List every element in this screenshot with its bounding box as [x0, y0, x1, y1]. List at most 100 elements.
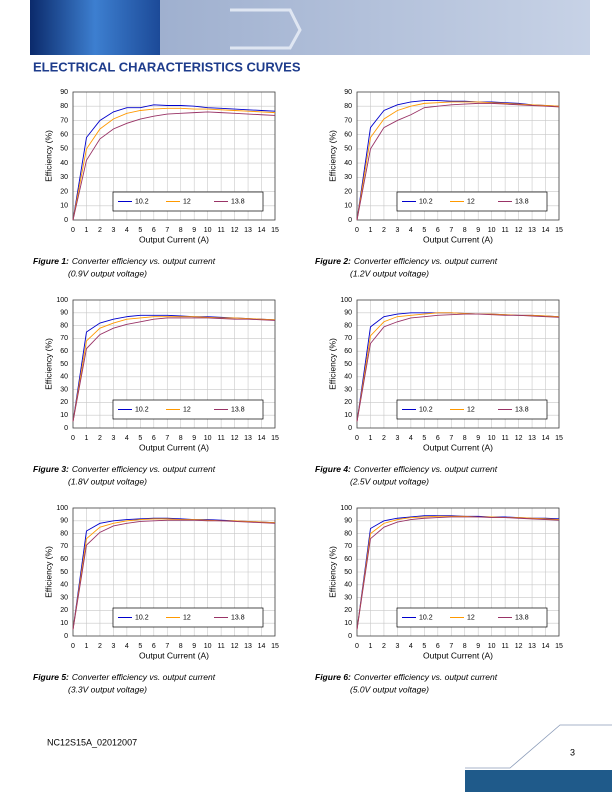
y-tick-label: 40: [60, 160, 68, 167]
x-tick-label: 3: [395, 643, 399, 650]
x-tick-label: 13: [244, 435, 252, 442]
y-tick-label: 30: [60, 594, 68, 601]
y-tick-label: 30: [344, 174, 352, 181]
legend-label: 10.2: [135, 614, 149, 621]
x-tick-label: 11: [501, 643, 508, 650]
x-tick-label: 8: [463, 435, 467, 442]
x-tick-label: 6: [436, 227, 440, 234]
x-axis-label: Output Current (A): [423, 650, 493, 660]
legend-label: 10.2: [419, 406, 433, 413]
legend-box: [396, 399, 548, 420]
x-tick-label: 15: [271, 643, 279, 650]
x-tick-label: 4: [409, 643, 413, 650]
legend-box: [112, 607, 264, 628]
y-tick-label: 60: [344, 348, 352, 355]
banner-image: [30, 0, 160, 55]
y-tick-label: 90: [60, 89, 68, 96]
y-tick-label: 40: [60, 374, 68, 381]
figure-label: Figure 6:: [315, 672, 351, 682]
x-tick-label: 14: [258, 435, 266, 442]
y-tick-label: 20: [60, 607, 68, 614]
section-title: ELECTRICAL CHARACTERISTICS CURVES: [33, 59, 301, 74]
x-tick-label: 10: [204, 227, 212, 234]
y-tick-label: 40: [344, 582, 352, 589]
legend-label: 12: [183, 198, 191, 205]
x-tick-label: 9: [192, 643, 196, 650]
series-line: [356, 516, 560, 630]
y-tick-label: 70: [344, 335, 352, 342]
y-tick-label: 100: [340, 505, 352, 512]
plot-frame: [356, 91, 560, 221]
x-tick-label: 9: [192, 227, 196, 234]
legend-box: [112, 191, 264, 212]
caption-text: Converter efficiency vs. output current: [72, 256, 216, 266]
y-tick-label: 0: [348, 633, 352, 640]
series-line: [356, 101, 560, 221]
footer-line: [465, 724, 612, 769]
y-tick-label: 50: [60, 361, 68, 368]
figure-subcaption: (2.5V output voltage): [350, 476, 429, 486]
plot-frame: [72, 507, 276, 637]
y-tick-label: 70: [344, 117, 352, 124]
y-axis-label: Efficiency (%): [327, 546, 337, 598]
x-tick-label: 0: [71, 227, 75, 234]
y-tick-label: 40: [60, 582, 68, 589]
x-tick-label: 5: [422, 227, 426, 234]
y-tick-label: 60: [344, 556, 352, 563]
x-tick-label: 2: [382, 435, 386, 442]
x-tick-label: 5: [422, 643, 426, 650]
x-axis-label: Output Current (A): [139, 234, 209, 244]
legend-label: 13.8: [515, 614, 529, 621]
x-tick-label: 6: [152, 643, 156, 650]
legend-label: 13.8: [231, 406, 245, 413]
figure-subcaption: (0.9V output voltage): [68, 268, 147, 278]
x-tick-label: 4: [125, 435, 129, 442]
caption-text: Converter efficiency vs. output current: [72, 464, 216, 474]
legend-label: 12: [467, 614, 475, 621]
y-tick-label: 40: [344, 160, 352, 167]
y-tick-label: 0: [348, 217, 352, 224]
legend-box: [112, 399, 264, 420]
x-tick-label: 1: [85, 227, 89, 234]
page-number: 3: [570, 747, 575, 757]
x-axis-label: Output Current (A): [423, 234, 493, 244]
series-line: [72, 111, 276, 221]
y-tick-label: 80: [60, 103, 68, 110]
x-tick-label: 15: [271, 435, 279, 442]
x-tick-label: 4: [409, 435, 413, 442]
legend-label: 13.8: [515, 198, 529, 205]
y-tick-label: 90: [344, 89, 352, 96]
y-tick-label: 80: [60, 322, 68, 329]
figure-subcaption: (3.3V output voltage): [68, 684, 147, 694]
plot-frame: [72, 299, 276, 429]
y-tick-label: 20: [344, 399, 352, 406]
y-tick-label: 20: [60, 399, 68, 406]
y-tick-label: 60: [60, 556, 68, 563]
y-tick-label: 0: [64, 425, 68, 432]
x-axis-label: Output Current (A): [423, 442, 493, 452]
x-tick-label: 14: [542, 435, 550, 442]
x-tick-label: 10: [488, 435, 496, 442]
x-tick-label: 7: [165, 227, 169, 234]
x-tick-label: 6: [152, 435, 156, 442]
figure-caption: Figure 2: Converter efficiency vs. output…: [315, 256, 498, 266]
y-tick-label: 90: [60, 518, 68, 525]
y-tick-label: 60: [60, 348, 68, 355]
y-tick-label: 40: [344, 374, 352, 381]
x-tick-label: 7: [449, 643, 453, 650]
banner-band: [160, 0, 590, 55]
x-tick-label: 6: [152, 227, 156, 234]
x-tick-label: 7: [165, 643, 169, 650]
x-tick-label: 1: [369, 643, 373, 650]
legend-label: 10.2: [419, 198, 433, 205]
y-tick-label: 90: [344, 310, 352, 317]
figure-caption: Figure 5: Converter efficiency vs. output…: [33, 672, 216, 682]
banner-decor: [230, 8, 302, 50]
y-tick-label: 20: [344, 607, 352, 614]
x-tick-label: 14: [542, 643, 550, 650]
y-tick-label: 30: [344, 594, 352, 601]
legend-label: 12: [467, 406, 475, 413]
